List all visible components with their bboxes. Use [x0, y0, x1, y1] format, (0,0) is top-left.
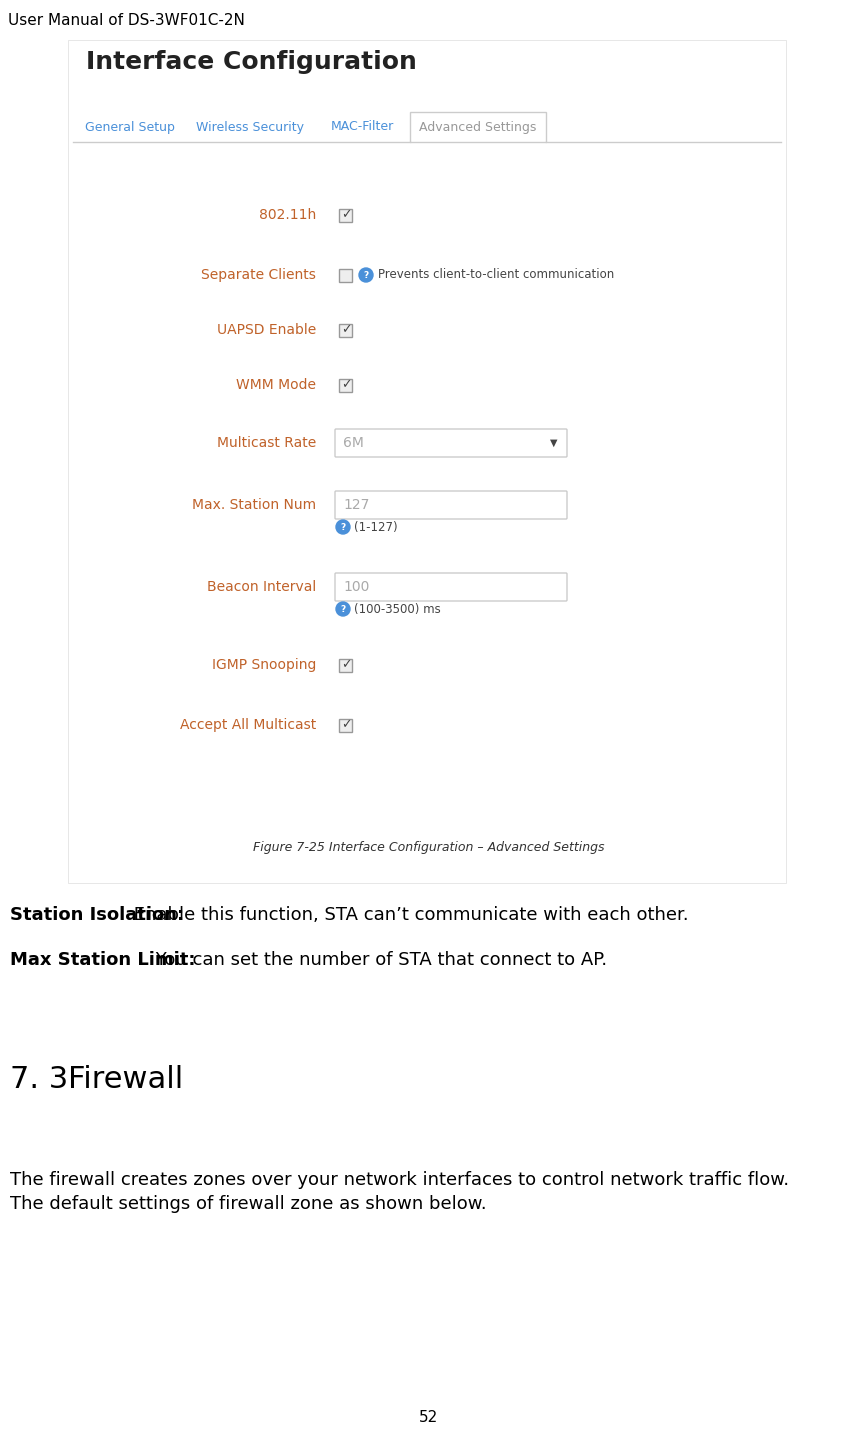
FancyBboxPatch shape: [335, 573, 567, 601]
Circle shape: [359, 268, 373, 282]
Text: Figure 7-25 Interface Configuration – Advanced Settings: Figure 7-25 Interface Configuration – Ad…: [253, 840, 604, 853]
Text: User Manual of DS-3WF01C-2N: User Manual of DS-3WF01C-2N: [8, 13, 245, 28]
FancyBboxPatch shape: [339, 323, 352, 336]
Text: Wireless Security: Wireless Security: [196, 120, 304, 133]
Text: You can set the number of STA that connect to AP.: You can set the number of STA that conne…: [150, 951, 607, 969]
Text: Prevents client-to-client communication: Prevents client-to-client communication: [378, 268, 614, 281]
Text: Multicast Rate: Multicast Rate: [217, 436, 316, 450]
FancyBboxPatch shape: [335, 491, 567, 518]
Text: The default settings of firewall zone as shown below.: The default settings of firewall zone as…: [10, 1195, 487, 1213]
Text: 52: 52: [419, 1410, 438, 1425]
Text: Station Isolation:: Station Isolation:: [10, 906, 184, 924]
Text: IGMP Snooping: IGMP Snooping: [212, 657, 316, 672]
Text: ✓: ✓: [341, 659, 351, 672]
Text: 100: 100: [343, 581, 369, 594]
FancyBboxPatch shape: [339, 268, 352, 281]
Text: General Setup: General Setup: [85, 120, 175, 133]
Text: ✓: ✓: [341, 209, 351, 222]
Text: Separate Clients: Separate Clients: [201, 268, 316, 282]
Circle shape: [336, 602, 350, 615]
FancyBboxPatch shape: [339, 209, 352, 222]
Text: ✓: ✓: [341, 378, 351, 391]
Text: Enable this function, STA can’t communicate with each other.: Enable this function, STA can’t communic…: [128, 906, 689, 924]
Text: ▼: ▼: [550, 437, 558, 447]
Text: Max. Station Num: Max. Station Num: [192, 498, 316, 513]
Text: (100-3500) ms: (100-3500) ms: [354, 602, 440, 615]
FancyBboxPatch shape: [410, 111, 546, 142]
Text: ✓: ✓: [341, 718, 351, 731]
Text: Firewall: Firewall: [68, 1066, 183, 1095]
Text: Accept All Multicast: Accept All Multicast: [180, 718, 316, 733]
Text: ?: ?: [340, 604, 345, 614]
Text: (1-127): (1-127): [354, 520, 398, 533]
FancyBboxPatch shape: [339, 718, 352, 731]
Text: Advanced Settings: Advanced Settings: [419, 120, 536, 133]
Text: 7. 3: 7. 3: [10, 1066, 69, 1095]
Text: Max Station Limit:: Max Station Limit:: [10, 951, 195, 969]
Text: Interface Configuration: Interface Configuration: [86, 51, 417, 74]
Text: MAC-Filter: MAC-Filter: [331, 120, 393, 133]
FancyBboxPatch shape: [68, 41, 786, 883]
Text: 6M: 6M: [343, 436, 364, 450]
FancyBboxPatch shape: [339, 659, 352, 672]
Text: The firewall creates zones over your network interfaces to control network traff: The firewall creates zones over your net…: [10, 1171, 789, 1189]
Text: WMM Mode: WMM Mode: [236, 378, 316, 392]
Text: Beacon Interval: Beacon Interval: [207, 581, 316, 594]
Circle shape: [336, 520, 350, 534]
Text: ?: ?: [363, 271, 369, 279]
Text: ✓: ✓: [341, 323, 351, 336]
Text: 802.11h: 802.11h: [259, 209, 316, 222]
FancyBboxPatch shape: [339, 378, 352, 391]
Text: ?: ?: [340, 523, 345, 531]
FancyBboxPatch shape: [335, 429, 567, 458]
Text: UAPSD Enable: UAPSD Enable: [217, 323, 316, 337]
Text: 127: 127: [343, 498, 369, 513]
